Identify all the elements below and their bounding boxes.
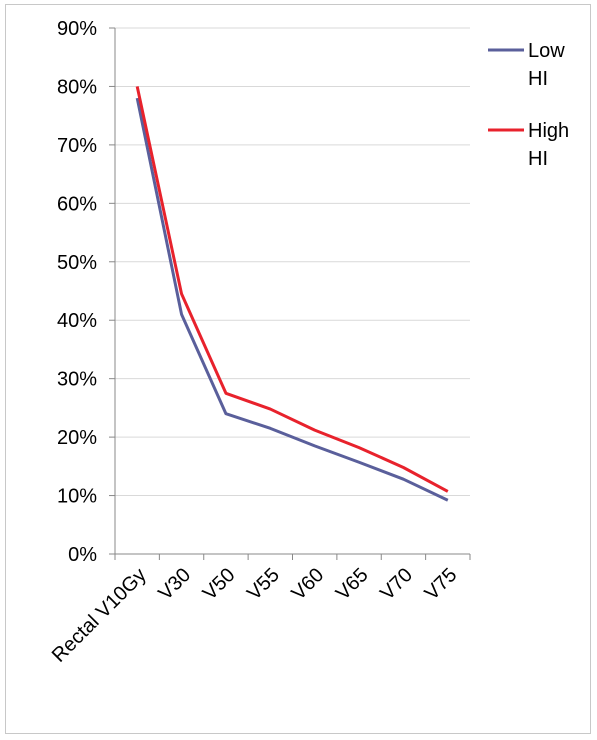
x-tick-label: V60: [287, 564, 328, 605]
y-tick-label: 10%: [57, 486, 97, 508]
x-tick-label: Rectal V10Gy: [48, 564, 151, 667]
chart-frame: [5, 4, 591, 734]
y-tick-label: 70%: [57, 135, 97, 157]
legend-label: High HI: [528, 120, 569, 170]
y-tick-label: 20%: [57, 427, 97, 449]
y-tick-label: 80%: [57, 76, 97, 98]
legend-label: Low HI: [528, 40, 565, 90]
x-tick-label: V50: [199, 564, 240, 605]
y-tick-label: 90%: [57, 18, 97, 40]
x-tick-label: V30: [154, 564, 195, 605]
legend: Low HI High HI: [488, 40, 569, 170]
series-line-high-hi: [135, 86, 449, 493]
series-line-low-hi: [135, 97, 449, 502]
y-tick-label: 60%: [57, 193, 97, 215]
x-tick-label: V65: [332, 564, 373, 605]
series-lines: [135, 86, 449, 502]
x-tick-label: V70: [376, 564, 417, 605]
y-axis-ticks: 0% 10% 20% 30% 40% 50% 60% 70% 80% 90%: [57, 18, 115, 566]
y-tick-label: 0%: [68, 544, 97, 566]
y-tick-label: 30%: [57, 369, 97, 391]
gridlines: [115, 27, 470, 497]
x-axis-ticks: Rectal V10Gy V30 V50 V55 V60 V65 V70 V75: [48, 554, 471, 667]
y-tick-label: 40%: [57, 310, 97, 332]
x-tick-label: V75: [421, 564, 462, 605]
x-tick-label: V55: [243, 564, 284, 605]
y-tick-label: 50%: [57, 252, 97, 274]
